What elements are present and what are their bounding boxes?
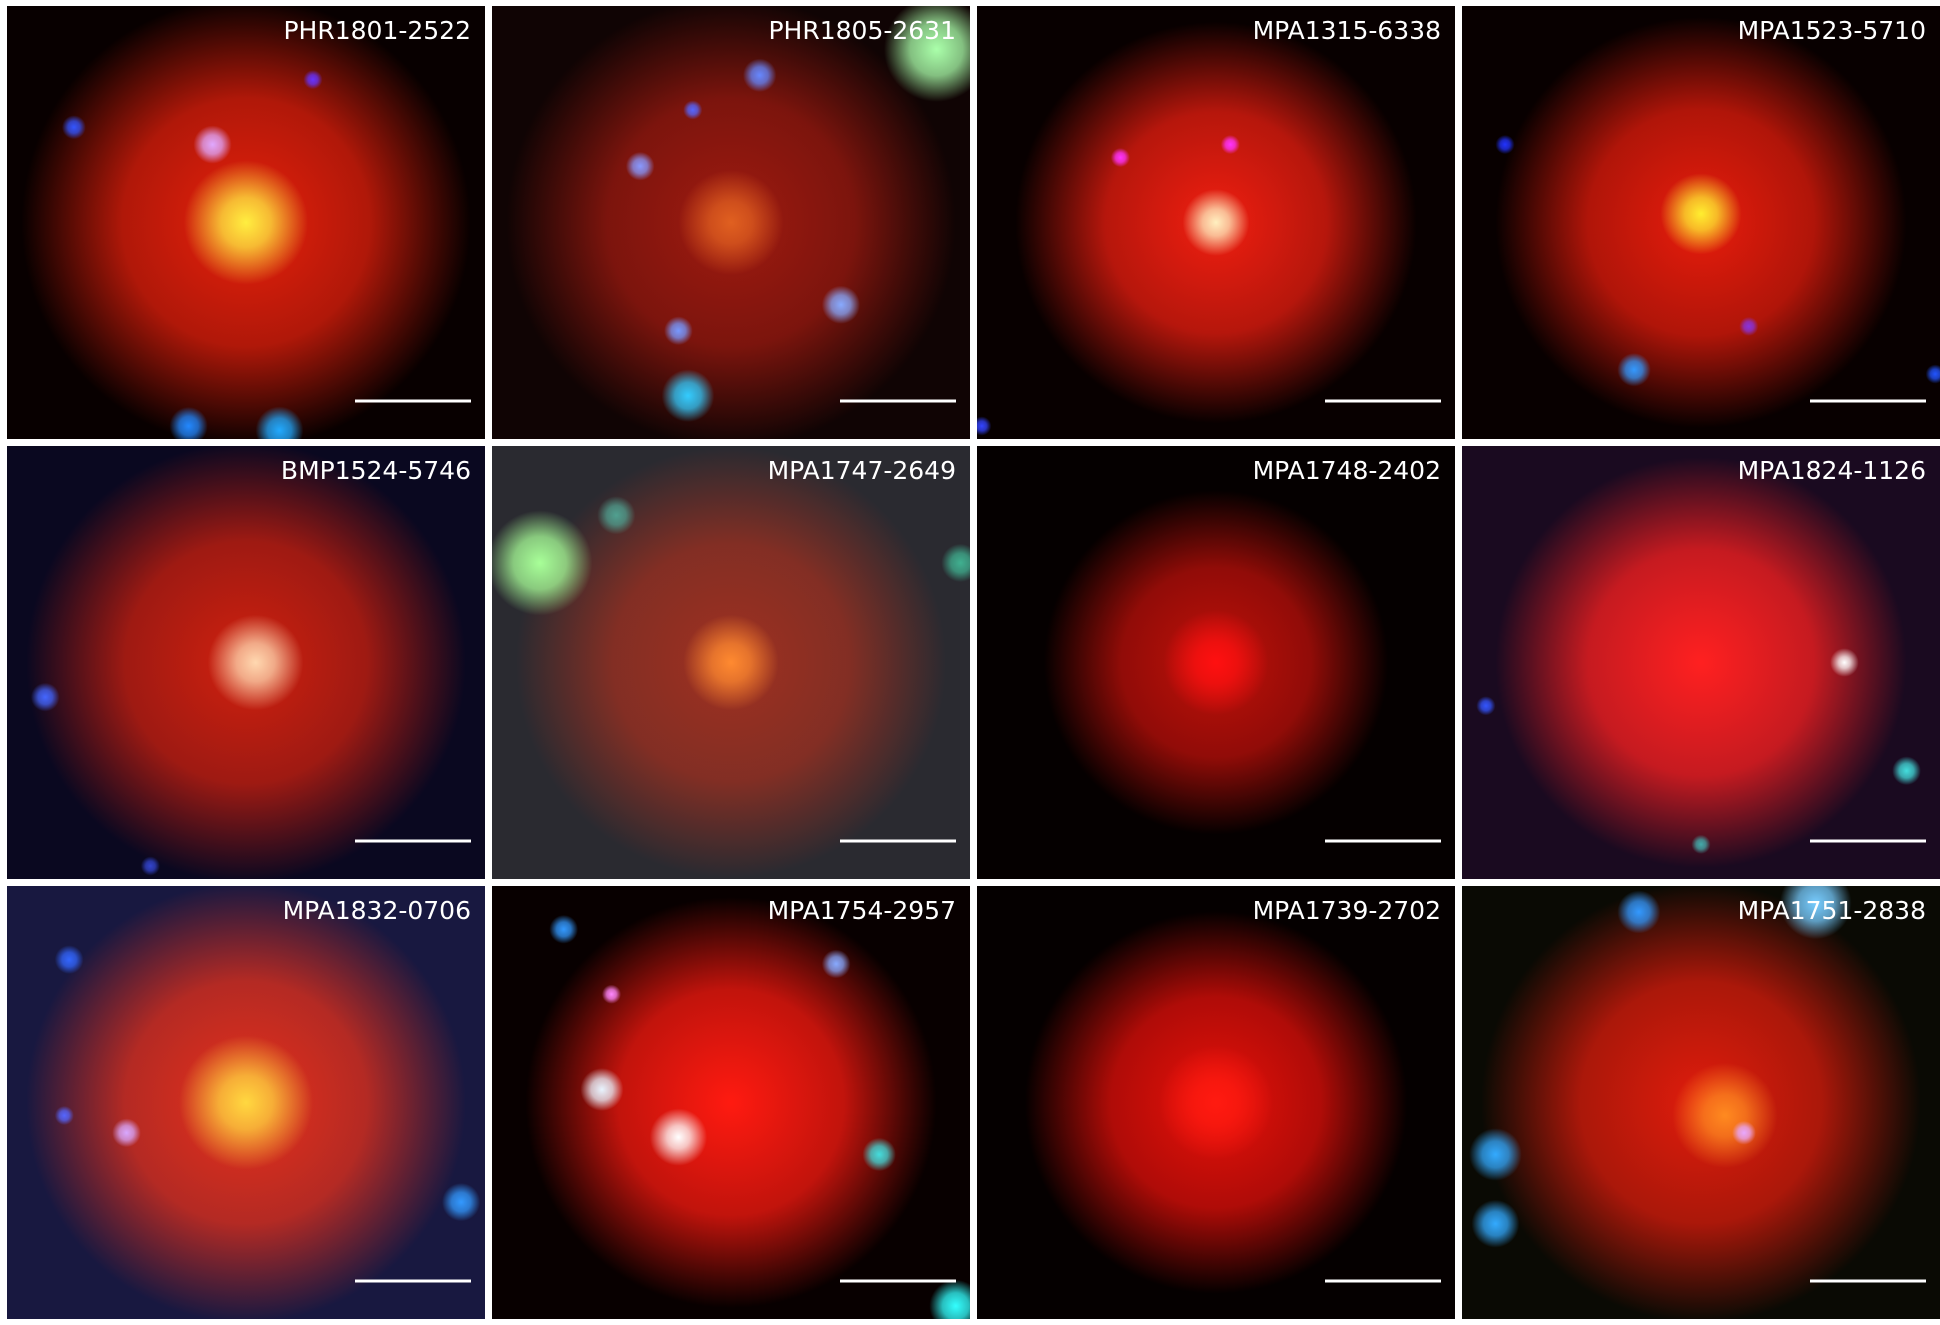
star	[1617, 890, 1660, 933]
star	[1732, 1121, 1756, 1145]
star	[31, 683, 60, 712]
star	[55, 1106, 74, 1125]
star	[62, 115, 86, 139]
image-panel: MPA1832-0706	[7, 883, 485, 1323]
star	[1221, 135, 1240, 154]
star	[822, 286, 860, 324]
star	[597, 496, 635, 534]
star	[1691, 835, 1710, 854]
star	[112, 1118, 141, 1147]
nebula-core	[179, 1036, 313, 1170]
star	[1469, 1128, 1522, 1181]
panel-label: MPA1315-6338	[1253, 16, 1441, 45]
star	[972, 416, 991, 435]
star	[170, 407, 208, 445]
nebula-core	[650, 1108, 707, 1165]
panel-label: BMP1524-5746	[281, 456, 471, 485]
star	[626, 152, 655, 181]
image-panel: MPA1754-2957	[492, 886, 982, 1325]
image-panel: MPA1315-6338	[972, 6, 1455, 439]
nebula-core	[683, 615, 779, 711]
star	[487, 510, 592, 615]
star	[1472, 1200, 1520, 1248]
star	[1892, 756, 1921, 785]
star	[683, 100, 702, 119]
panel-label: MPA1754-2957	[768, 896, 956, 925]
page: PHR1801-2522 PHR1805-2631 MPA1315-6338 MPA1…	[0, 0, 1940, 1325]
panel-label: MPA1824-1126	[1738, 456, 1926, 485]
panel-label: PHR1801-2522	[283, 16, 471, 45]
star	[662, 369, 715, 422]
panel-label: MPA1751-2838	[1738, 896, 1926, 925]
nebula-core	[184, 160, 308, 284]
star	[55, 945, 84, 974]
image-panel: PHR1805-2631	[492, 0, 989, 447]
star	[743, 59, 776, 92]
image-panel: PHR1801-2522	[7, 0, 485, 454]
star	[1739, 317, 1758, 336]
star	[1617, 353, 1650, 386]
nebula-core	[678, 170, 783, 275]
image-panel: MPA1748-2402	[977, 446, 1455, 879]
nebula-core	[1830, 648, 1859, 677]
panel-label: MPA1748-2402	[1253, 456, 1441, 485]
star	[1476, 696, 1495, 715]
image-panel: MPA1751-2838	[1462, 867, 1940, 1322]
panel-label: MPA1747-2649	[768, 456, 956, 485]
star	[580, 1068, 623, 1111]
nebula-core	[1672, 1063, 1777, 1168]
image-panel: MPA1739-2702	[977, 886, 1455, 1319]
panel-label: PHR1805-2631	[768, 16, 956, 45]
star	[822, 950, 851, 979]
star	[303, 70, 322, 89]
star	[1111, 148, 1130, 167]
panel-label: MPA1832-0706	[283, 896, 471, 925]
star	[141, 856, 160, 875]
nebula-core	[1159, 1045, 1274, 1160]
image-panel: MPA1747-2649	[487, 446, 979, 879]
star	[862, 1138, 895, 1171]
image-panel: BMP1524-5746	[7, 443, 485, 883]
nebula-core	[1183, 189, 1250, 256]
star	[941, 544, 979, 582]
nebula-core	[1163, 610, 1268, 715]
nebula-core	[1660, 173, 1741, 254]
star	[442, 1183, 480, 1221]
panel-label: MPA1739-2702	[1253, 896, 1441, 925]
image-panel: MPA1523-5710	[1462, 6, 1940, 439]
star	[1495, 135, 1514, 154]
nebula-core	[208, 615, 304, 711]
star	[602, 985, 621, 1004]
star	[193, 125, 231, 163]
figure: PHR1801-2522 PHR1805-2631 MPA1315-6338 MPA1…	[0, 0, 1940, 1325]
image-panel: MPA1824-1126	[1462, 446, 1940, 879]
panel-label: MPA1523-5710	[1738, 16, 1926, 45]
star	[549, 915, 578, 944]
star	[664, 316, 693, 345]
